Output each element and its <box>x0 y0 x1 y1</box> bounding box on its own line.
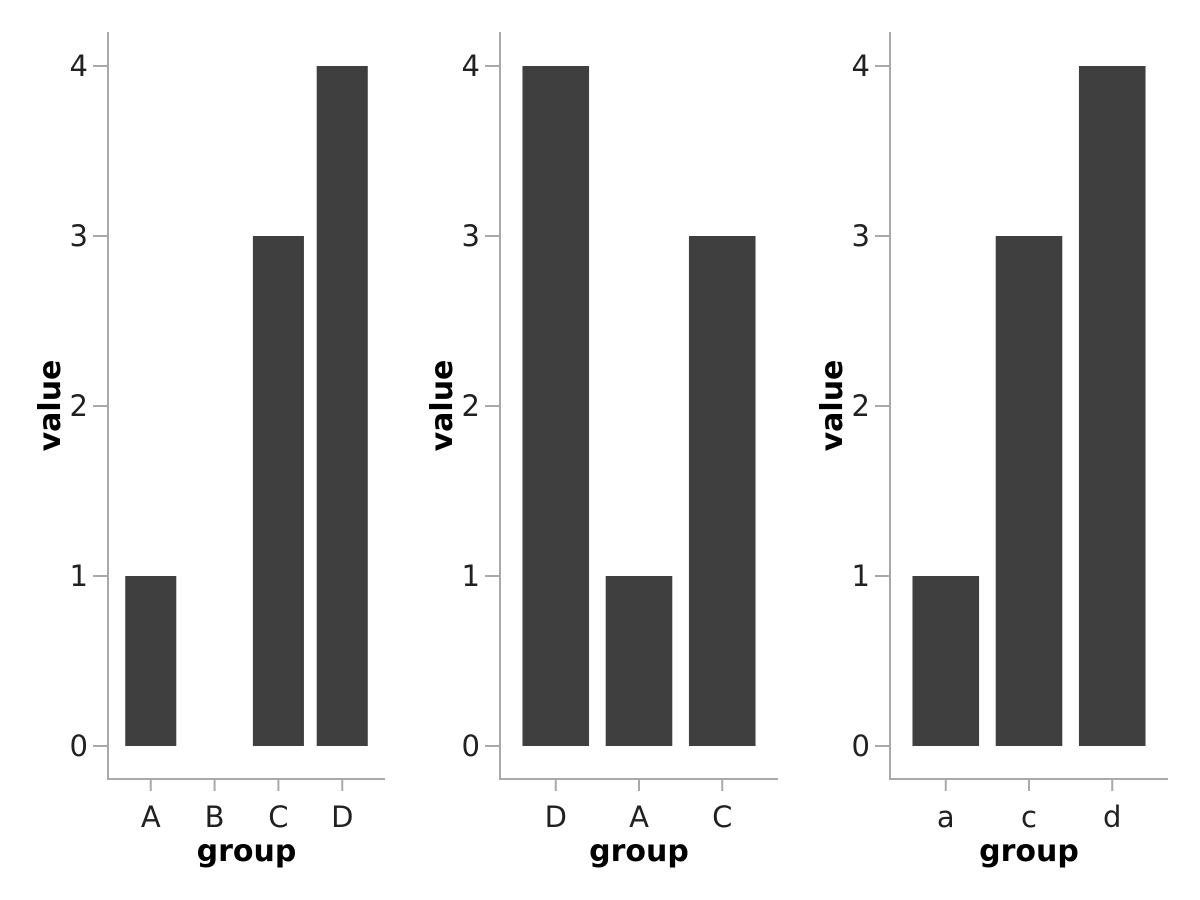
y-axis-title: value <box>33 360 68 452</box>
bar-c <box>995 236 1063 746</box>
y-tick-label: 3 <box>852 219 870 253</box>
y-tick-label: 1 <box>852 559 870 593</box>
x-tick-label: C <box>712 800 732 834</box>
bar-a <box>912 576 980 746</box>
x-tick-label: C <box>268 800 288 834</box>
y-tick-label: 4 <box>70 49 88 83</box>
x-tick-label: B <box>205 800 225 834</box>
y-tick-label: 2 <box>462 389 480 423</box>
bar-D <box>522 66 590 746</box>
y-tick-label: 3 <box>462 219 480 253</box>
y-tick-label: 1 <box>462 559 480 593</box>
x-tick-label: A <box>629 800 649 834</box>
bar-C <box>688 236 756 746</box>
y-tick-label: 0 <box>70 729 88 763</box>
x-axis-title: group <box>979 834 1079 869</box>
x-tick-label: d <box>1103 800 1121 834</box>
y-tick-label: 3 <box>70 219 88 253</box>
x-tick-label: A <box>141 800 161 834</box>
bar-A <box>125 576 177 746</box>
x-tick-label: D <box>545 800 567 834</box>
x-tick-label: c <box>1021 800 1037 834</box>
y-tick-label: 0 <box>852 729 870 763</box>
y-tick-label: 4 <box>462 49 480 83</box>
bar-D <box>316 66 368 746</box>
x-axis-title: group <box>589 834 689 869</box>
x-tick-label: D <box>331 800 353 834</box>
bar-C <box>252 236 304 746</box>
bar-A <box>605 576 673 746</box>
y-axis-title: value <box>425 360 460 452</box>
bar-d <box>1078 66 1146 746</box>
y-axis-title: value <box>815 360 850 452</box>
y-tick-label: 2 <box>852 389 870 423</box>
y-tick-label: 0 <box>462 729 480 763</box>
x-axis-title: group <box>197 834 297 869</box>
y-tick-label: 2 <box>70 389 88 423</box>
x-tick-label: a <box>937 800 955 834</box>
y-tick-label: 1 <box>70 559 88 593</box>
y-tick-label: 4 <box>852 49 870 83</box>
